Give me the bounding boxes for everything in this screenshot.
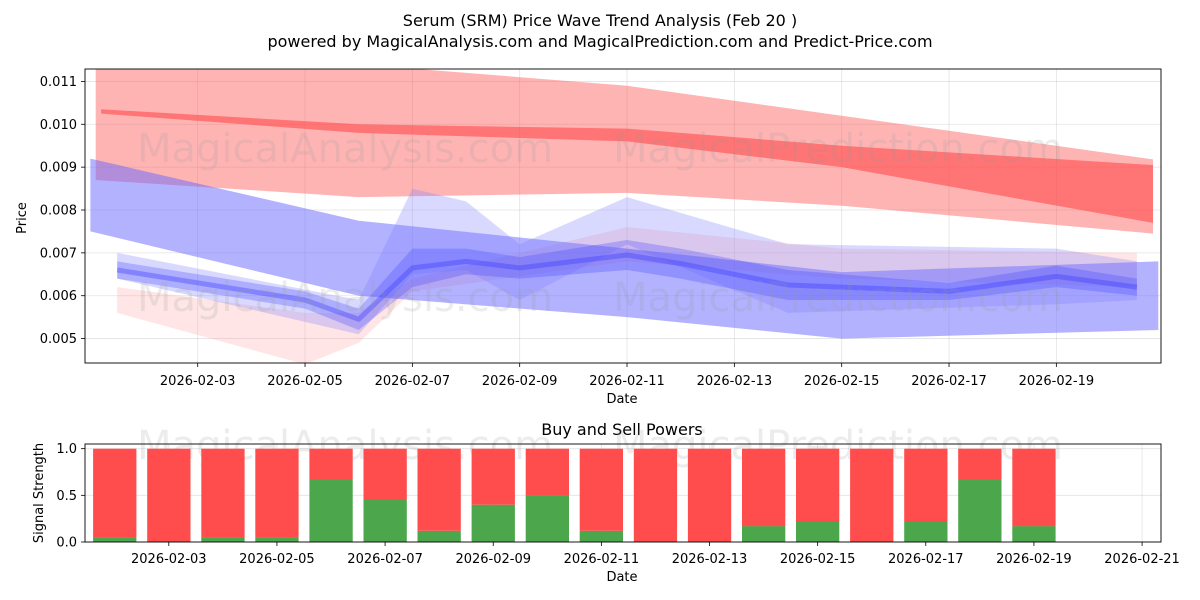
power-x-tick-label: 2026-02-11 — [564, 552, 640, 567]
price-y-tick-label: 0.007 — [40, 246, 77, 261]
sell-bar — [201, 448, 245, 538]
sell-bar — [525, 448, 569, 496]
power-bars — [93, 448, 1056, 542]
buy-mid-band — [117, 188, 1137, 335]
power-x-tick-label: 2026-02-09 — [455, 552, 531, 567]
price-x-tick-label: 2026-02-05 — [267, 374, 343, 389]
buy-bar — [93, 537, 137, 542]
buy-bar — [796, 521, 840, 542]
sell-bar — [796, 448, 840, 522]
price-x-tick-label: 2026-02-19 — [1019, 374, 1095, 389]
sell-bar — [363, 448, 407, 500]
buy-bar — [201, 537, 245, 542]
power-x-label: Date — [606, 570, 637, 585]
power-plot-frame — [84, 443, 1162, 543]
power-x-tick-label: 2026-02-19 — [996, 552, 1072, 567]
price-y-tick-label: 0.011 — [40, 75, 77, 90]
price-x-tick-label: 2026-02-03 — [160, 374, 236, 389]
buy-bar — [525, 495, 569, 542]
power-x-tick-label: 2026-02-13 — [672, 552, 748, 567]
price-x-axis: 2026-02-03 2026-02-05 2026-02-07 2026-02-09… — [160, 363, 1094, 389]
watermark-mid-left: MagicalAnalysis.com — [137, 275, 553, 321]
chart-subtitle: powered by MagicalAnalysis.com and Magic… — [267, 32, 932, 51]
price-y-tick-label: 0.010 — [40, 118, 77, 133]
price-x-tick-label: 2026-02-11 — [589, 374, 665, 389]
price-y-tick-label: 0.005 — [40, 332, 77, 347]
buy-bar — [958, 479, 1002, 542]
sell-bar — [579, 448, 623, 531]
price-plot-frame — [84, 68, 1162, 364]
sell-bar — [309, 448, 353, 480]
price-x-label: Date — [606, 392, 637, 407]
buy-bar — [904, 521, 948, 542]
sell-bar — [255, 448, 299, 538]
chart-title: Serum (SRM) Price Wave Trend Analysis (F… — [403, 11, 797, 30]
price-y-axis: 0.005 0.006 0.007 0.008 0.009 0.010 0.011 — [40, 75, 85, 347]
buy-bar — [1012, 526, 1056, 542]
buy-bar — [579, 530, 623, 542]
power-x-tick-label: 2026-02-05 — [239, 552, 315, 567]
power-x-tick-label: 2026-02-03 — [131, 552, 207, 567]
price-x-tick-label: 2026-02-15 — [804, 374, 880, 389]
buy-bar — [471, 504, 515, 542]
price-x-tick-label: 2026-02-07 — [375, 374, 451, 389]
power-x-tick-label: 2026-02-15 — [780, 552, 856, 567]
sell-bar — [687, 448, 732, 542]
sell-bar — [471, 448, 515, 505]
sell-bar — [850, 448, 894, 542]
buy-bar — [742, 526, 786, 542]
power-y-label: Signal Strength — [32, 443, 47, 543]
power-y-tick-label: 0.5 — [56, 489, 77, 504]
sell-upper-band — [95, 69, 1153, 234]
power-chart-title: Buy and Sell Powers — [541, 420, 703, 439]
price-x-tick-label: 2026-02-13 — [697, 374, 773, 389]
price-bands — [90, 69, 1159, 363]
power-y-axis: 0.0 0.5 1.0 — [56, 442, 85, 551]
buy-bar — [363, 500, 407, 542]
buy-bar — [417, 530, 461, 542]
price-y-tick-label: 0.006 — [40, 289, 77, 304]
price-y-label: Price — [15, 202, 30, 234]
watermark-mid-right: MagicalPrediction.com — [613, 275, 1063, 321]
buy-trend-line — [116, 252, 1138, 322]
sell-bar — [93, 448, 137, 538]
sell-core-band — [101, 109, 1154, 223]
sell-bar — [742, 448, 786, 527]
price-y-tick-label: 0.009 — [40, 161, 77, 176]
sell-bar — [417, 448, 461, 531]
sell-bar — [147, 448, 191, 542]
price-x-tick-label: 2026-02-17 — [911, 374, 987, 389]
watermark-top-right: MagicalPrediction.com — [613, 126, 1063, 172]
buy-core-band — [117, 240, 1137, 330]
sell-bar — [1012, 448, 1056, 527]
buy-sell-power-chart: Buy and Sell Powers MagicalAnalysis.com … — [32, 420, 1180, 585]
price-wave-chart: MagicalAnalysis.com MagicalPrediction.co… — [15, 68, 1162, 407]
power-y-tick-label: 0.0 — [56, 536, 77, 551]
sell-bar — [633, 448, 678, 542]
sell-bar — [904, 448, 948, 522]
power-x-tick-label: 2026-02-21 — [1104, 552, 1180, 567]
power-x-tick-label: 2026-02-17 — [888, 552, 964, 567]
power-x-axis: 2026-02-03 2026-02-05 2026-02-07 2026-02-09… — [131, 542, 1180, 567]
buy-bar — [309, 479, 353, 542]
sell-bar — [958, 448, 1002, 480]
power-x-tick-label: 2026-02-07 — [347, 552, 423, 567]
price-y-tick-label: 0.008 — [40, 204, 77, 219]
sell-lower-band — [117, 227, 1137, 363]
price-x-tick-label: 2026-02-09 — [482, 374, 558, 389]
buy-bar — [255, 537, 299, 542]
watermark-top-left: MagicalAnalysis.com — [137, 126, 553, 172]
buy-wide-band — [90, 158, 1159, 339]
power-y-tick-label: 1.0 — [56, 442, 77, 457]
